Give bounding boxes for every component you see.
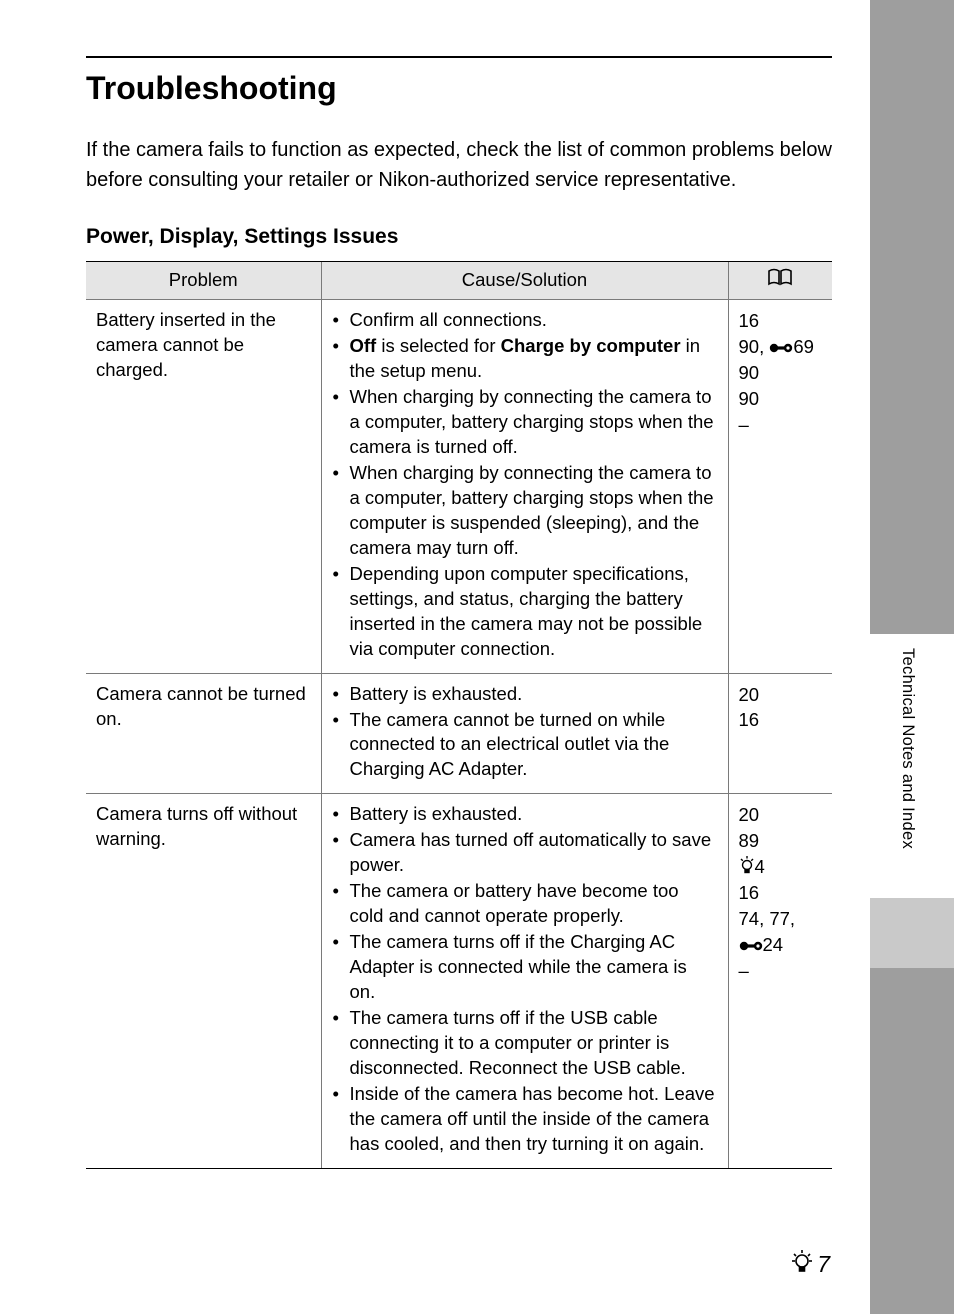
manual-page: Troubleshooting If the camera fails to f…	[0, 0, 870, 1314]
bulb-icon	[791, 1248, 813, 1280]
ref-line: 90, 69	[739, 334, 823, 360]
ref-line: 16	[739, 880, 823, 906]
solution-item: Off is selected for Charge by computer i…	[350, 334, 718, 384]
solution-cell: Battery is exhausted.The camera cannot b…	[321, 673, 728, 794]
ref-line: 24	[739, 932, 823, 958]
solution-item: Battery is exhausted.	[350, 802, 718, 827]
ref-line: 89	[739, 828, 823, 854]
solution-cell: Battery is exhausted.Camera has turned o…	[321, 794, 728, 1169]
section-title: Power, Display, Settings Issues	[86, 225, 832, 249]
solution-item: Depending upon computer specifications, …	[350, 562, 718, 662]
ref-line: –	[739, 412, 823, 438]
ref-line: 4	[739, 854, 823, 880]
problem-cell: Camera turns off without warning.	[86, 794, 321, 1169]
solution-item: Confirm all connections.	[350, 308, 718, 333]
table-body: Battery inserted in the camera cannot be…	[86, 299, 832, 1168]
side-tab-accent	[870, 898, 954, 968]
ref-line: 16	[739, 308, 823, 334]
ref-line: 20	[739, 682, 823, 708]
table-header-row: Problem Cause/Solution	[86, 262, 832, 300]
problem-cell: Camera cannot be turned on.	[86, 673, 321, 794]
right-margin-strip: Technical Notes and Index	[870, 0, 954, 1314]
page-title: Troubleshooting	[86, 56, 832, 107]
solution-cell: Confirm all connections.Off is selected …	[321, 299, 728, 673]
ref-line: 90	[739, 386, 823, 412]
table-row: Camera cannot be turned on.Battery is ex…	[86, 673, 832, 794]
header-ref	[728, 262, 832, 300]
solution-item: Battery is exhausted.	[350, 682, 718, 707]
table-row: Battery inserted in the camera cannot be…	[86, 299, 832, 673]
solution-item: The camera turns off if the USB cable co…	[350, 1006, 718, 1081]
solution-item: The camera or battery have become too co…	[350, 879, 718, 929]
ref-line: 90	[739, 360, 823, 386]
solution-item: The camera cannot be turned on while con…	[350, 708, 718, 783]
problem-cell: Battery inserted in the camera cannot be…	[86, 299, 321, 673]
ref-line: 74, 77,	[739, 906, 823, 932]
table-row: Camera turns off without warning.Battery…	[86, 794, 832, 1169]
page-number: 7	[791, 1248, 830, 1280]
ref-cell: 1690, 699090–	[728, 299, 832, 673]
ref-cell: 2016	[728, 673, 832, 794]
side-tab-label: Technical Notes and Index	[898, 648, 917, 849]
ref-cell: 208941674, 77, 24–	[728, 794, 832, 1169]
ref-line: 20	[739, 802, 823, 828]
header-solution: Cause/Solution	[321, 262, 728, 300]
ref-line: 16	[739, 707, 823, 733]
solution-item: The camera turns off if the Charging AC …	[350, 930, 718, 1005]
troubleshoot-table: Problem Cause/Solution Battery inserted …	[86, 261, 832, 1169]
solution-item: When charging by connecting the camera t…	[350, 461, 718, 561]
solution-item: Inside of the camera has become hot. Lea…	[350, 1082, 718, 1157]
ref-line: –	[739, 958, 823, 984]
book-icon	[767, 268, 793, 293]
intro-text: If the camera fails to function as expec…	[86, 135, 832, 195]
page-number-value: 7	[817, 1251, 830, 1278]
solution-item: When charging by connecting the camera t…	[350, 385, 718, 460]
header-problem: Problem	[86, 262, 321, 300]
solution-item: Camera has turned off automatically to s…	[350, 828, 718, 878]
